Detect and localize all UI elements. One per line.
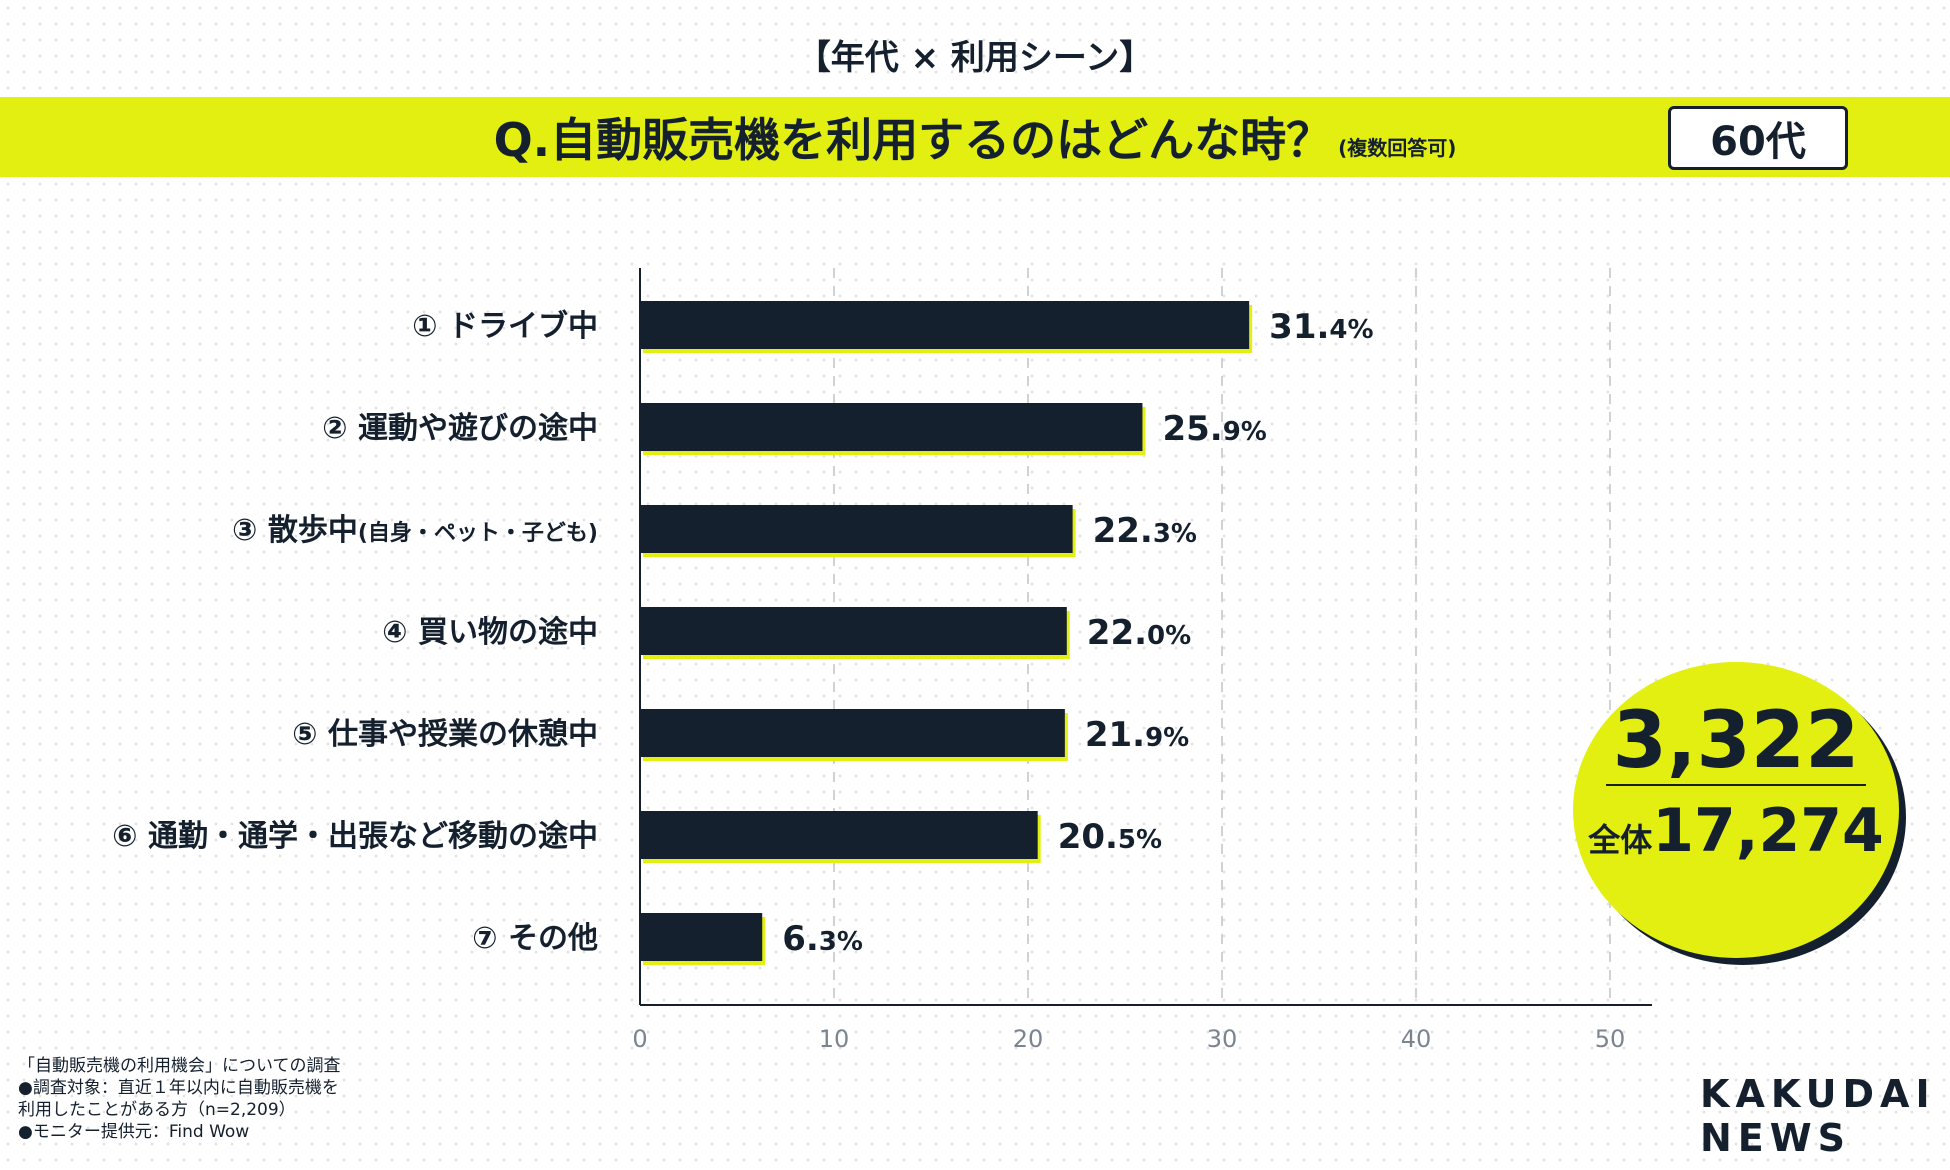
bars (640, 301, 1253, 965)
value-label-int: 22. (1093, 511, 1153, 551)
value-label: 20.5% (1058, 817, 1162, 857)
value-labels: 31.4%25.9%22.3%22.0%21.9%20.5%6.3% (782, 307, 1373, 959)
x-tick-label: 0 (632, 1025, 647, 1053)
axes (639, 268, 1652, 1006)
value-label: 25.9% (1162, 409, 1266, 449)
x-tick-label: 40 (1401, 1025, 1432, 1053)
value-label-dec: 3% (1153, 519, 1197, 549)
value-label-int: 25. (1162, 409, 1222, 449)
value-label-dec: 0% (1147, 621, 1191, 651)
bar (640, 301, 1250, 349)
value-label-dec: 3% (819, 927, 863, 957)
value-label: 21.9% (1085, 715, 1189, 755)
survey-footnote: 「自動販売機の利用機会」についての調査 ●調査対象：直近１年以内に自動販売機を … (18, 1055, 498, 1143)
category-label-sub: (自身・ペット・子ども) (358, 520, 598, 546)
category-label-main: ⑦ その他 (472, 921, 598, 956)
value-label: 22.3% (1093, 511, 1197, 551)
bar (640, 709, 1065, 757)
category-label: ⑥ 通勤・通学・出張など移動の途中 (112, 819, 598, 854)
category-label-main: ⑥ 通勤・通学・出張など移動の途中 (112, 819, 598, 854)
question-title: Q.自動販売機を利用するのはどんな時？ (複数回答可) (0, 97, 1950, 177)
category-label-main: ① ドライブ中 (412, 309, 598, 344)
value-label-int: 6. (782, 919, 819, 959)
circle-divider (1606, 784, 1866, 786)
value-label-int: 31. (1269, 307, 1329, 347)
x-tick-labels: 0 10 20 30 40 50 (632, 1025, 1625, 1053)
bar (640, 505, 1073, 553)
chart-topic: 【年代 × 利用シーン】 (796, 38, 1154, 78)
question-text: Q.自動販売機を利用するのはどんな時？ (493, 113, 1333, 167)
value-label: 6.3% (782, 919, 863, 959)
category-label: ② 運動や遊びの途中 (322, 411, 598, 446)
logo-line2: NEWS (1700, 1116, 1852, 1160)
category-label: ⑦ その他 (472, 921, 598, 956)
value-label-dec: 4% (1329, 315, 1373, 345)
value-label-dec: 9% (1223, 417, 1267, 447)
total-sample-line: 全体17,274 (1573, 796, 1899, 866)
category-label: ① ドライブ中 (412, 309, 598, 344)
total-label: 全体 (1588, 821, 1653, 859)
logo-line1: KAKUDAI (1700, 1072, 1936, 1116)
category-label-main: ④ 買い物の途中 (382, 615, 598, 650)
value-label-dec: 9% (1145, 723, 1189, 753)
footnote-line: 利用したことがある方（n=2,209） (18, 1100, 296, 1120)
value-label-dec: 5% (1118, 825, 1162, 855)
value-label-int: 20. (1058, 817, 1118, 857)
question-banner: Q.自動販売機を利用するのはどんな時？ (複数回答可) 60代 (0, 97, 1950, 177)
value-label-int: 21. (1085, 715, 1145, 755)
footnote-line: 「自動販売機の利用機会」についての調査 (18, 1056, 341, 1076)
bar (640, 607, 1067, 655)
category-label-main: ③ 散歩中 (232, 513, 358, 548)
bar (640, 913, 763, 961)
segment-sample-count: 3,322 (1612, 696, 1860, 786)
x-tick-label: 50 (1595, 1025, 1626, 1053)
x-tick-label: 30 (1207, 1025, 1238, 1053)
category-label-main: ② 運動や遊びの途中 (322, 411, 598, 446)
category-label-main: ⑤ 仕事や授業の休憩中 (292, 717, 598, 752)
value-label: 22.0% (1087, 613, 1191, 653)
footnote-line: ●モニター提供元：Find Wow (18, 1122, 250, 1142)
category-labels: ① ドライブ中 ② 運動や遊びの途中 ③ 散歩中(自身・ペット・子ども) ④ 買い物の… (112, 309, 598, 956)
x-tick-label: 10 (819, 1025, 850, 1053)
category-label: ③ 散歩中(自身・ペット・子ども) (232, 513, 598, 548)
value-label-int: 22. (1087, 613, 1147, 653)
sample-count-circle: 3,322 全体17,274 (1573, 662, 1899, 958)
category-label: ④ 買い物の途中 (382, 615, 598, 650)
kakudai-news-logo: KAKUDAI NEWS (1700, 1072, 1940, 1160)
bar (640, 811, 1038, 859)
category-label: ⑤ 仕事や授業の休憩中 (292, 717, 598, 752)
total-sample-count: 17,274 (1652, 796, 1884, 866)
footnote-line: ●調査対象：直近１年以内に自動販売機を (18, 1078, 339, 1098)
value-label: 31.4% (1269, 307, 1373, 347)
age-group-badge: 60代 (1668, 106, 1848, 170)
question-note: (複数回答可) (1338, 135, 1457, 160)
bar (640, 403, 1143, 451)
x-tick-label: 20 (1013, 1025, 1044, 1053)
